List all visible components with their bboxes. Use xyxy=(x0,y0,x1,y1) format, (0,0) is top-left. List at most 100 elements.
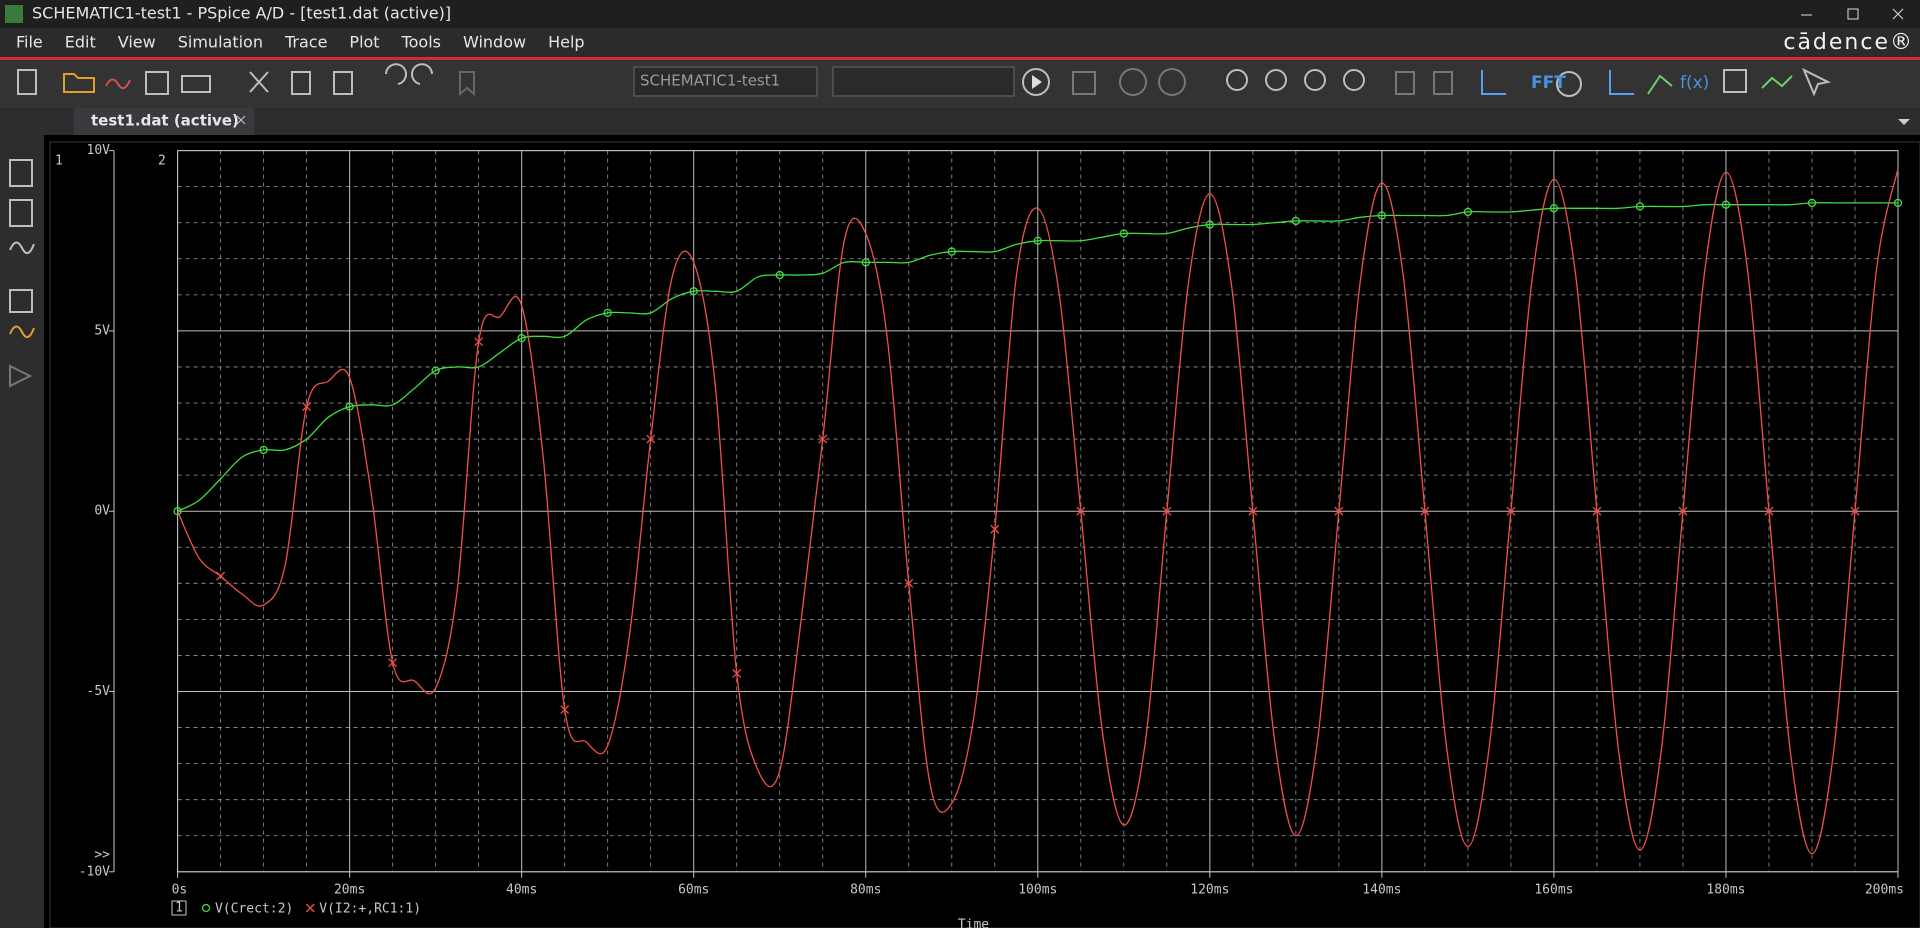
tab[interactable] xyxy=(74,108,254,135)
menu-item[interactable]: Window xyxy=(463,33,526,52)
menu-item[interactable]: Help xyxy=(548,33,584,52)
window-controls[interactable] xyxy=(1801,8,1904,20)
performance-button[interactable] xyxy=(1556,71,1582,97)
legend-label: V(Crect:2) xyxy=(215,902,293,917)
menu-item[interactable]: Edit xyxy=(65,33,96,52)
profile-box[interactable] xyxy=(633,66,818,97)
function-button[interactable]: f(x) xyxy=(1680,73,1709,93)
zoom-out-button[interactable] xyxy=(1265,69,1287,91)
marker xyxy=(259,445,268,455)
x-tick-label: 0s xyxy=(172,883,188,898)
menu-item[interactable]: File xyxy=(16,33,43,52)
zoom-in-button[interactable] xyxy=(1226,69,1248,91)
marker xyxy=(1463,207,1473,217)
pause-button[interactable] xyxy=(1119,68,1147,96)
title-bar xyxy=(0,0,1920,28)
x-axis-button[interactable] xyxy=(1609,70,1634,95)
marker xyxy=(474,337,484,347)
marker xyxy=(1248,506,1258,516)
sidebar-waveform[interactable] xyxy=(9,199,33,227)
marker xyxy=(1592,506,1602,516)
zoom-fit-button[interactable] xyxy=(1304,69,1326,91)
copy-button[interactable] xyxy=(291,71,311,95)
marker xyxy=(646,434,656,444)
marker xyxy=(1678,506,1688,516)
marker xyxy=(947,247,956,256)
copy-plot-button[interactable] xyxy=(1395,71,1415,95)
plot: 1 2 0s 20ms 40ms 60ms 80ms 100ms 120ms 140ms 160ms… xyxy=(55,143,1904,928)
redo-button[interactable] xyxy=(411,63,433,85)
marker xyxy=(1162,506,1172,516)
x-tick-label: 200ms xyxy=(1865,883,1904,898)
save-button[interactable] xyxy=(145,71,169,95)
sidebar-icons[interactable] xyxy=(9,159,35,388)
window-title: SCHEMATIC1-test1 - PSpice A/D - [test1.d… xyxy=(32,4,451,23)
toolbar-icons[interactable] xyxy=(17,63,1832,97)
y-tick-label: 10V xyxy=(87,143,111,158)
marker-button[interactable] xyxy=(1761,75,1793,89)
menus: File Edit View Simulation Trace Plot Tools Wind… xyxy=(16,33,585,52)
series xyxy=(177,168,1899,855)
select-button[interactable] xyxy=(1802,67,1832,97)
legend-label: V(I2:+,RC1:1) xyxy=(319,902,421,917)
marker xyxy=(1377,211,1387,220)
marker xyxy=(732,669,742,678)
marker xyxy=(517,333,526,343)
simulation-box[interactable] xyxy=(832,66,1015,97)
marker xyxy=(302,402,312,412)
sidebar-measure[interactable] xyxy=(9,325,35,339)
marker xyxy=(1291,216,1301,226)
print-button[interactable] xyxy=(181,75,211,93)
new-button[interactable] xyxy=(17,69,37,95)
paste-button[interactable] xyxy=(333,71,353,95)
menu-item[interactable]: Simulation xyxy=(178,33,263,52)
marker xyxy=(345,402,354,411)
marker xyxy=(1549,204,1559,213)
tab-close[interactable] xyxy=(236,115,246,125)
close[interactable] xyxy=(1892,8,1904,20)
x-tick-label: 100ms xyxy=(1018,883,1057,898)
fft-button[interactable]: FFT xyxy=(1531,73,1566,93)
open-button[interactable] xyxy=(63,73,95,93)
marker xyxy=(904,578,914,588)
marker xyxy=(1635,202,1645,211)
bookmark-button[interactable] xyxy=(459,71,475,97)
undo-button[interactable] xyxy=(385,63,407,85)
run-button[interactable] xyxy=(1022,68,1050,96)
add-trace-button[interactable] xyxy=(1647,74,1673,95)
restore[interactable] xyxy=(1847,8,1859,20)
sidebar-run[interactable] xyxy=(9,364,33,388)
brand-logo: cādence® xyxy=(1783,30,1914,55)
menu-item[interactable]: Trace xyxy=(284,33,327,52)
axis-id: 1 xyxy=(55,154,63,169)
marker xyxy=(775,270,784,280)
add-y-axis-button[interactable] xyxy=(1481,70,1506,95)
x-tick-label: 20ms xyxy=(334,883,365,898)
text-button[interactable] xyxy=(1723,69,1747,93)
save-results-button[interactable] xyxy=(1072,71,1096,95)
sidebar-probe[interactable] xyxy=(9,241,35,255)
sidebar xyxy=(0,108,44,928)
menu-item[interactable]: Tools xyxy=(401,33,441,52)
tab-menu[interactable] xyxy=(1898,119,1910,125)
marker xyxy=(1033,236,1042,245)
marker xyxy=(1420,506,1430,516)
run-icon xyxy=(1032,75,1042,89)
marker xyxy=(173,507,182,516)
paste-plot-button[interactable] xyxy=(1433,71,1453,95)
wave-button[interactable] xyxy=(105,78,131,90)
profile-name: SCHEMATIC1-test1 xyxy=(640,72,780,90)
tab-title: test1.dat (active) xyxy=(91,112,239,130)
menu-item[interactable]: Plot xyxy=(349,33,379,52)
x-tick-label: 140ms xyxy=(1362,883,1401,898)
marker xyxy=(1076,506,1086,516)
stop-button[interactable] xyxy=(1158,68,1186,96)
menu-item[interactable]: View xyxy=(118,33,156,52)
marker xyxy=(603,308,612,318)
tab-bar xyxy=(0,108,1920,135)
sidebar-windows[interactable] xyxy=(9,289,33,313)
zoom-area-button[interactable] xyxy=(1343,69,1365,91)
sidebar-output[interactable] xyxy=(9,159,33,187)
x-tick-label: 120ms xyxy=(1190,883,1229,898)
cut-button[interactable] xyxy=(249,71,269,93)
